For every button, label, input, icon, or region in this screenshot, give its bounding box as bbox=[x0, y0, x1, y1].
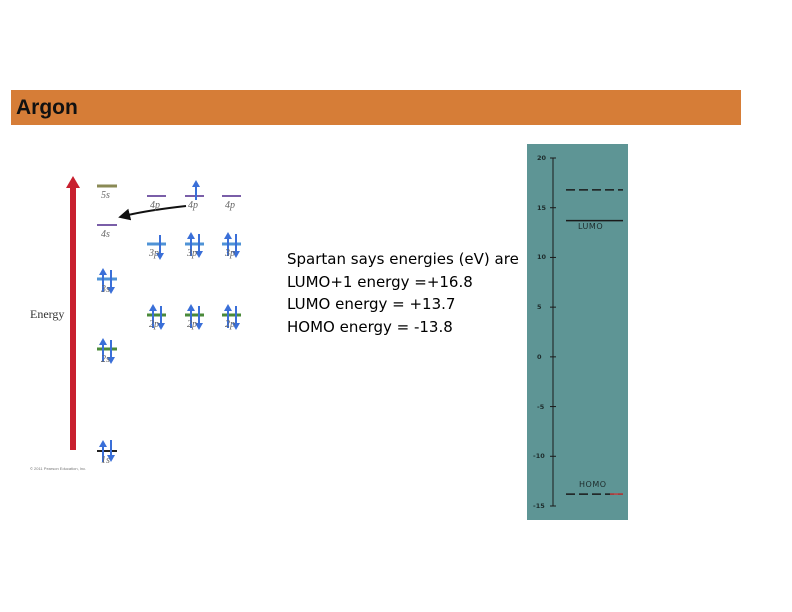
lumo-energy: LUMO energy = +13.7 bbox=[287, 295, 456, 313]
transition-arrow bbox=[118, 205, 187, 221]
label-2p-1: 2p bbox=[149, 319, 159, 330]
title-bar: Argon bbox=[11, 90, 741, 125]
mo-energy-chart: 20 15 10 5 0 -5 -10 -15 LUMO HOMO bbox=[527, 144, 628, 520]
energy-axis-arrow bbox=[70, 188, 76, 450]
level-1s bbox=[97, 440, 117, 462]
label-4p-2: 4p bbox=[188, 200, 198, 211]
level-2p bbox=[147, 304, 241, 330]
mo-tick-label: -10 bbox=[533, 452, 545, 461]
mo-tick-label: -5 bbox=[537, 402, 545, 411]
mo-tick-label: -15 bbox=[533, 502, 545, 510]
orbital-diagram-svg bbox=[66, 176, 241, 462]
energy-axis-label: Energy bbox=[30, 307, 65, 321]
label-3p-3: 3p bbox=[225, 248, 235, 259]
label-3s: 3s bbox=[101, 284, 110, 295]
electron-up-arrowhead bbox=[192, 180, 200, 187]
energy-axis-arrowhead bbox=[66, 176, 80, 188]
label-4p-1: 4p bbox=[150, 200, 160, 211]
mo-chart-svg bbox=[550, 157, 623, 507]
lumo-label: LUMO bbox=[578, 222, 604, 231]
label-5s: 5s bbox=[101, 190, 110, 201]
mo-tick-label: 20 bbox=[537, 154, 547, 162]
slide-title: Argon bbox=[16, 96, 78, 119]
homo-energy: HOMO energy = -13.8 bbox=[287, 317, 453, 336]
label-2s: 2s bbox=[101, 354, 110, 365]
label-2p-2: 2p bbox=[187, 319, 197, 330]
mo-tick-label: 15 bbox=[537, 203, 547, 212]
spartan-energies-text: Spartan says energies (eV) are LUMO+1 en… bbox=[287, 248, 519, 338]
level-2s bbox=[97, 338, 117, 364]
mo-tick-label: 10 bbox=[537, 253, 547, 262]
homo-label: HOMO bbox=[579, 480, 607, 489]
spartan-intro: Spartan says energies (eV) are bbox=[287, 250, 519, 268]
mo-tick-label: 0 bbox=[537, 352, 542, 361]
mo-tick-label: 5 bbox=[537, 303, 542, 312]
level-3s bbox=[97, 268, 117, 294]
label-1s: 1s bbox=[101, 455, 110, 466]
copyright-text: © 2011 Pearson Education, Inc. bbox=[30, 466, 87, 471]
label-3p-1: 3p bbox=[149, 248, 159, 259]
lumo1-energy: LUMO+1 energy =+16.8 bbox=[287, 272, 473, 291]
label-2p-3: 2p bbox=[225, 319, 235, 330]
label-4s: 4s bbox=[101, 229, 110, 240]
label-3p-2: 3p bbox=[187, 248, 197, 259]
label-4p-3: 4p bbox=[225, 200, 235, 211]
level-3p bbox=[147, 232, 241, 260]
